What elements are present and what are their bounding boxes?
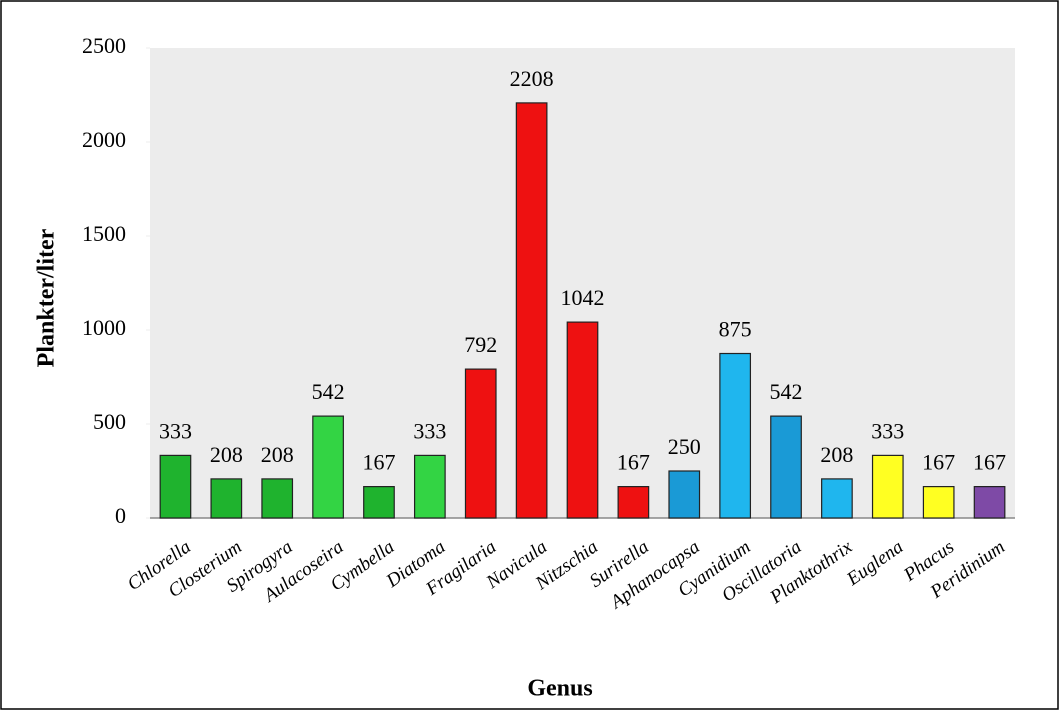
value-label: 333 (413, 418, 446, 443)
bar (873, 455, 904, 518)
y-tick-label: 1000 (82, 315, 126, 340)
bar (313, 416, 344, 518)
y-tick-label: 500 (93, 409, 126, 434)
value-label: 167 (617, 450, 650, 475)
chart: Genus Plankter/liter 0 500 1000 1500 2000 250… (0, 0, 1059, 710)
value-label: 542 (770, 379, 803, 404)
value-label: 792 (464, 332, 497, 357)
bar (669, 471, 700, 518)
bar (415, 455, 446, 518)
y-tick-label: 0 (115, 503, 126, 528)
bar (771, 416, 802, 518)
bar (160, 455, 191, 518)
value-label: 167 (922, 450, 955, 475)
value-label: 875 (719, 317, 752, 342)
value-label: 333 (871, 418, 904, 443)
bar (618, 487, 649, 518)
bar (822, 479, 853, 518)
bar (923, 487, 954, 518)
bar (974, 487, 1005, 518)
bar (364, 487, 395, 518)
bar (262, 479, 293, 518)
y-tick-label: 1500 (82, 221, 126, 246)
value-label: 167 (362, 450, 395, 475)
value-label: 1042 (561, 285, 605, 310)
x-axis-title: Genus (527, 676, 592, 702)
y-tick-label: 2000 (82, 127, 126, 152)
value-label: 250 (668, 434, 701, 459)
value-label: 167 (973, 450, 1006, 475)
y-tick-label: 2500 (82, 33, 126, 58)
value-label: 208 (261, 442, 294, 467)
bar (516, 103, 547, 518)
value-label: 542 (312, 379, 345, 404)
value-label: 208 (820, 442, 853, 467)
value-label: 333 (159, 418, 192, 443)
bar (465, 369, 496, 518)
value-label: 2208 (510, 66, 554, 91)
bar (720, 354, 751, 519)
bar (211, 479, 242, 518)
bar (567, 322, 598, 518)
value-label: 208 (210, 442, 243, 467)
y-axis-title: Plankter/liter (34, 228, 60, 367)
